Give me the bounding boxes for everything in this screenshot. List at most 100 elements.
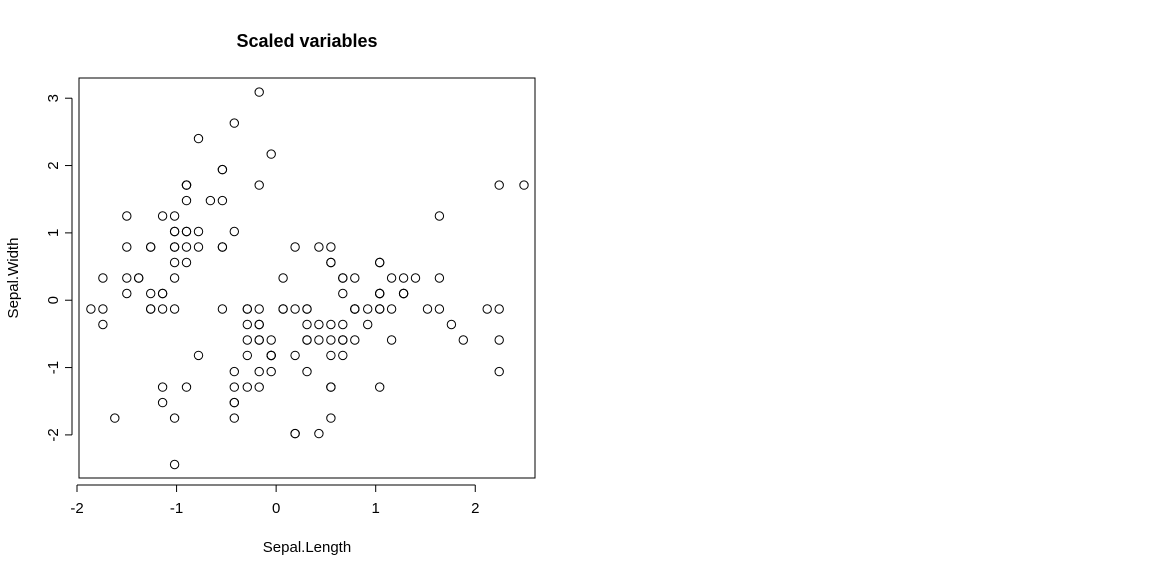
x-tick-label: 0 <box>272 500 280 517</box>
data-point <box>266 366 276 377</box>
data-point <box>314 319 324 330</box>
data-point <box>386 273 397 283</box>
data-point <box>290 242 300 252</box>
data-point <box>229 118 240 128</box>
data-point <box>314 242 324 252</box>
data-point <box>302 335 312 345</box>
data-point <box>350 335 360 345</box>
data-point <box>314 428 324 439</box>
data-point <box>375 382 385 392</box>
x-axis: -2 -1 0 1 2 <box>70 484 479 517</box>
x-tick-label: -2 <box>70 500 83 517</box>
data-point <box>290 350 300 361</box>
data-point <box>494 304 504 314</box>
data-point <box>482 304 492 314</box>
data-point <box>254 366 264 377</box>
data-point <box>434 304 445 314</box>
x-axis-label: Sepal.Length <box>263 539 351 556</box>
data-point <box>254 335 264 345</box>
data-point <box>169 242 180 252</box>
data-point <box>494 335 504 345</box>
data-point <box>375 288 385 299</box>
data-point <box>181 195 192 206</box>
y-axis-label: Sepal.Width <box>5 238 22 319</box>
data-point <box>326 257 336 268</box>
data-point <box>193 242 204 252</box>
y-tick-label: 2 <box>45 161 62 169</box>
data-point <box>157 211 168 221</box>
data-point <box>229 397 240 408</box>
data-point <box>98 273 108 283</box>
data-point <box>146 242 156 252</box>
data-point <box>410 273 421 283</box>
data-point <box>122 273 132 283</box>
data-point <box>254 319 264 330</box>
data-point <box>326 335 336 345</box>
data-point <box>386 304 397 314</box>
data-point <box>254 304 264 314</box>
data-point <box>422 304 433 314</box>
data-point <box>169 226 180 237</box>
data-point <box>181 226 192 237</box>
data-point <box>458 335 468 345</box>
data-point <box>122 242 132 252</box>
data-point <box>98 304 108 314</box>
data-point <box>338 335 348 345</box>
data-point <box>375 257 385 268</box>
data-point <box>122 211 132 221</box>
data-point <box>169 257 180 268</box>
data-point <box>122 288 132 299</box>
data-point <box>242 382 253 392</box>
data-point <box>217 164 228 175</box>
data-point <box>386 335 397 345</box>
x-tick-label: 2 <box>471 500 479 517</box>
data-point <box>338 350 348 361</box>
data-point <box>338 319 348 330</box>
data-point <box>314 335 324 345</box>
data-point <box>193 133 204 144</box>
data-point <box>519 180 529 190</box>
x-tick-label: -1 <box>170 500 183 517</box>
data-point <box>110 413 120 423</box>
data-point <box>278 304 288 314</box>
data-point <box>302 319 312 330</box>
data-point <box>434 211 445 221</box>
data-point <box>169 304 180 314</box>
data-point <box>169 459 180 470</box>
data-point <box>169 211 180 221</box>
plot-frame <box>78 77 536 479</box>
data-point <box>217 242 228 252</box>
data-point <box>363 319 373 330</box>
data-point <box>242 319 253 330</box>
y-tick-label: -2 <box>45 428 62 441</box>
data-point <box>326 319 336 330</box>
data-point <box>290 428 300 439</box>
data-point <box>350 304 360 314</box>
data-point <box>205 195 216 206</box>
data-point <box>157 304 168 314</box>
data-point <box>146 304 156 314</box>
data-point <box>338 288 348 299</box>
data-point <box>217 195 228 206</box>
data-point <box>302 304 312 314</box>
y-tick-label: 0 <box>45 296 62 304</box>
data-point <box>98 319 108 330</box>
data-point <box>254 382 264 392</box>
data-point <box>157 382 168 392</box>
data-point <box>494 180 504 190</box>
data-point <box>302 366 312 377</box>
data-point <box>290 304 300 314</box>
data-point <box>169 413 180 423</box>
data-point <box>86 304 96 314</box>
y-tick-label: 3 <box>45 94 62 102</box>
data-point <box>217 304 228 314</box>
y-tick-label: -1 <box>45 361 62 374</box>
data-point <box>242 335 253 345</box>
y-axis: -2 -1 0 1 2 3 <box>45 94 73 442</box>
data-point <box>157 288 168 299</box>
data-point <box>254 87 264 97</box>
data-point <box>494 366 504 377</box>
data-point <box>146 288 156 299</box>
data-point <box>181 242 192 252</box>
